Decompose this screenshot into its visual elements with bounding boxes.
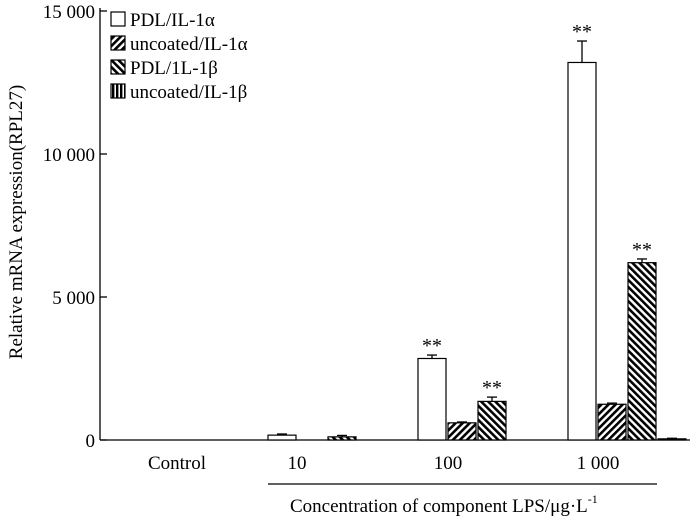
- x-axis-label: Concentration of component LPS/μg·L-1: [290, 492, 598, 517]
- legend-swatch-hatch-forward: [110, 59, 126, 75]
- legend-label: uncoated/IL-1β: [130, 82, 247, 103]
- significance-label: **: [422, 335, 442, 357]
- x-tick-label: 1 000: [577, 453, 620, 474]
- legend-label: uncoated/IL-1α: [130, 34, 248, 55]
- y-tick-label: 10 000: [43, 145, 95, 166]
- y-tick-label: 15 000: [43, 2, 95, 23]
- bar-vertical-3: [657, 438, 687, 441]
- y-ticks: 0 5 000 10 000 15 000: [43, 2, 107, 452]
- bar-hatch-forward-1: [327, 436, 357, 441]
- error-bars: [277, 40, 677, 439]
- significance-label: **: [482, 377, 502, 399]
- x-tick-labels: Control 10 100 1 000: [148, 453, 619, 474]
- legend-label: PDL/IL-1α: [130, 10, 215, 31]
- bar-hatch-back-3: [597, 403, 627, 441]
- x-tick-label: Control: [148, 453, 206, 474]
- x-axis-label-text: Concentration of component LPS/μg·L: [290, 496, 588, 517]
- bar-open-3: [567, 61, 597, 441]
- legend-label: PDL/1L-1β: [130, 58, 218, 79]
- y-tick-label: 5 000: [52, 288, 95, 309]
- legend-swatch-vertical: [110, 83, 126, 99]
- bar-open-1: [267, 434, 297, 441]
- y-axis-label: Relative mRNA expression(RPL27): [6, 85, 27, 359]
- significance-label: **: [572, 21, 592, 43]
- legend: PDL/IL-1α uncoated/IL-1α PDL/1L-1β uncoated…: [110, 10, 248, 103]
- x-tick-label: 100: [434, 453, 463, 474]
- y-tick-label: 0: [86, 431, 96, 452]
- x-axis-label-superscript: -1: [588, 492, 598, 506]
- legend-swatch-hatch-back: [110, 35, 126, 51]
- legend-swatch-open: [110, 11, 126, 27]
- bar-hatch-back-2: [447, 422, 477, 441]
- significance-label: **: [632, 239, 652, 261]
- bars: [267, 61, 687, 441]
- significance-markers: ** ** ** **: [422, 21, 652, 399]
- x-tick-label: 10: [288, 453, 307, 474]
- bar-open-2: [417, 357, 447, 441]
- bar-hatch-forward-2: [477, 400, 507, 441]
- bar-hatch-forward-3: [627, 262, 657, 441]
